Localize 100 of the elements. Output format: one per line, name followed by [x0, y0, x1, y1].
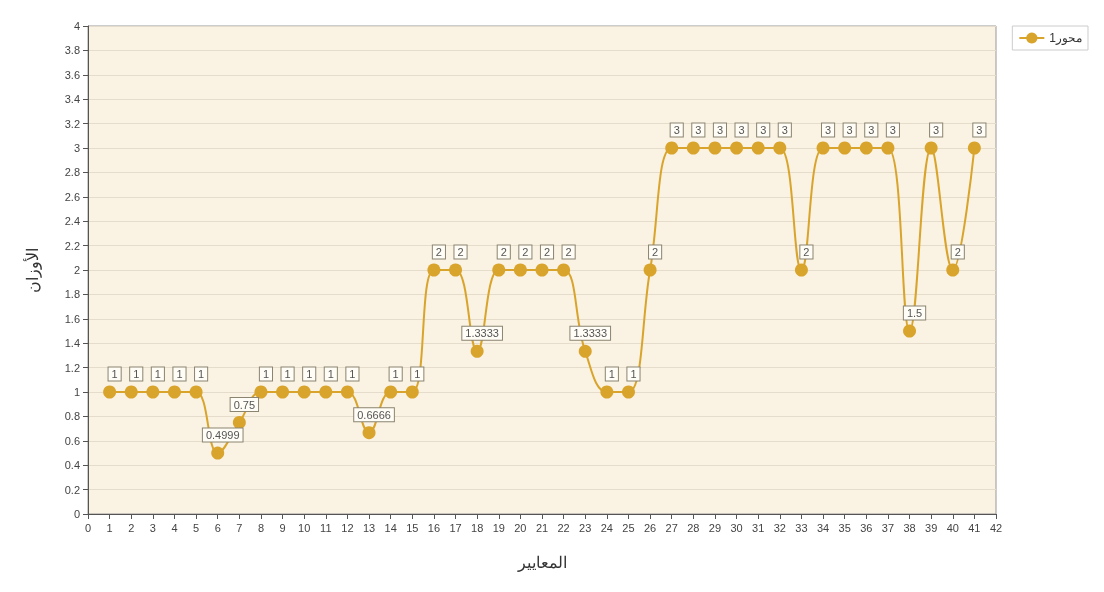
x-tick-label: 21 [535, 521, 549, 534]
point [124, 385, 138, 399]
x-tick-label: 33 [795, 521, 808, 534]
data-label: 3 [781, 124, 788, 136]
y-tick-label: 3.6 [64, 68, 80, 81]
y-tick-label: 0.2 [64, 483, 80, 496]
y-tick-label: 3.2 [64, 117, 80, 130]
y-tick-label: 0.8 [64, 410, 80, 423]
data-label: 2 [457, 246, 464, 258]
point [189, 385, 203, 399]
point [643, 263, 657, 277]
data-label: 3 [824, 124, 832, 136]
data-label: 1 [414, 368, 421, 380]
x-tick-label: 29 [708, 521, 722, 534]
x-tick-label: 16 [427, 521, 441, 534]
data-label: 2 [565, 246, 572, 258]
data-label: 3 [738, 124, 745, 136]
x-tick-label: 22 [557, 521, 570, 534]
data-label: 1.3333 [465, 327, 499, 340]
point [859, 141, 873, 155]
x-tick-label: 30 [730, 521, 743, 534]
x-tick-label: 12 [341, 521, 354, 534]
point [557, 263, 571, 277]
data-label: 2 [500, 246, 507, 258]
data-label: 3 [976, 124, 983, 136]
point [492, 263, 506, 277]
data-label: 2 [652, 246, 659, 258]
x-tick-label: 0 [84, 521, 92, 534]
data-label: 1 [392, 368, 399, 380]
data-label: 1 [176, 368, 183, 380]
y-tick-label: 0.4 [64, 459, 80, 472]
y-tick-label: 2 [73, 264, 80, 276]
data-label: 1 [630, 368, 637, 380]
point [751, 141, 765, 155]
data-label: 0.75 [233, 398, 256, 411]
point [946, 263, 960, 277]
point [427, 263, 441, 277]
x-tick-label: 31 [752, 521, 765, 534]
data-label: 2 [543, 246, 551, 258]
point [146, 385, 160, 399]
y-tick-label: 2.8 [64, 166, 80, 179]
x-tick-label: 38 [903, 521, 916, 534]
x-tick-label: 20 [514, 521, 527, 534]
x-tick-label: 24 [600, 521, 613, 534]
point [730, 141, 744, 155]
x-tick-label: 7 [236, 521, 243, 534]
x-tick-label: 28 [687, 521, 700, 534]
y-tick-label: 2.2 [64, 239, 80, 252]
data-label: 3 [695, 124, 702, 136]
data-label: 2 [954, 246, 961, 258]
data-label: 3 [716, 124, 724, 136]
point [665, 141, 679, 155]
point [924, 141, 938, 155]
x-tick-label: 23 [579, 521, 592, 534]
data-label: 0.4999 [205, 429, 240, 442]
data-label: 3 [760, 124, 767, 136]
x-tick-label: 25 [622, 521, 635, 534]
point [362, 426, 376, 440]
x-tick-label: 32 [773, 521, 786, 534]
y-tick-label: 3.8 [64, 44, 80, 57]
x-tick-label: 10 [298, 521, 311, 534]
point [621, 385, 635, 399]
y-tick-label: 4 [73, 20, 80, 32]
point [535, 263, 549, 277]
point [232, 416, 246, 429]
data-label: 1.3333 [573, 327, 608, 340]
x-tick-label: 11 [320, 521, 332, 534]
point [838, 141, 852, 155]
point [816, 141, 830, 155]
y-tick-label: 0.6 [64, 434, 80, 447]
data-label: 1 [198, 368, 205, 380]
x-tick-label: 41 [968, 521, 981, 534]
x-tick-label: 18 [471, 521, 484, 534]
x-tick-label: 13 [362, 521, 376, 534]
point [167, 385, 181, 399]
point [405, 385, 419, 399]
x-tick-label: 8 [257, 521, 265, 534]
y-tick-label: 3.4 [64, 93, 80, 106]
point [384, 385, 398, 399]
x-axis-title: المعايير [516, 553, 567, 572]
data-label: 3 [868, 124, 875, 136]
y-tick-label: 1.4 [64, 337, 80, 350]
x-tick-label: 6 [214, 521, 221, 534]
y-tick-label: 2.4 [64, 215, 80, 228]
y-tick-label: 1.8 [64, 288, 80, 301]
x-tick-label: 34 [816, 521, 830, 534]
x-tick-label: 19 [492, 521, 505, 534]
x-tick-label: 3 [149, 521, 156, 534]
point [578, 344, 592, 358]
x-tick-label: 42 [989, 521, 1003, 534]
data-label: 1 [327, 368, 334, 380]
y-tick-label: 1 [73, 386, 80, 398]
point [708, 141, 722, 155]
x-tick-label: 26 [643, 521, 657, 534]
point [600, 385, 614, 399]
data-label: 3 [846, 124, 853, 136]
point [513, 263, 527, 277]
point [470, 344, 484, 358]
point [903, 324, 917, 338]
y-tick-label: 1.2 [64, 361, 80, 374]
